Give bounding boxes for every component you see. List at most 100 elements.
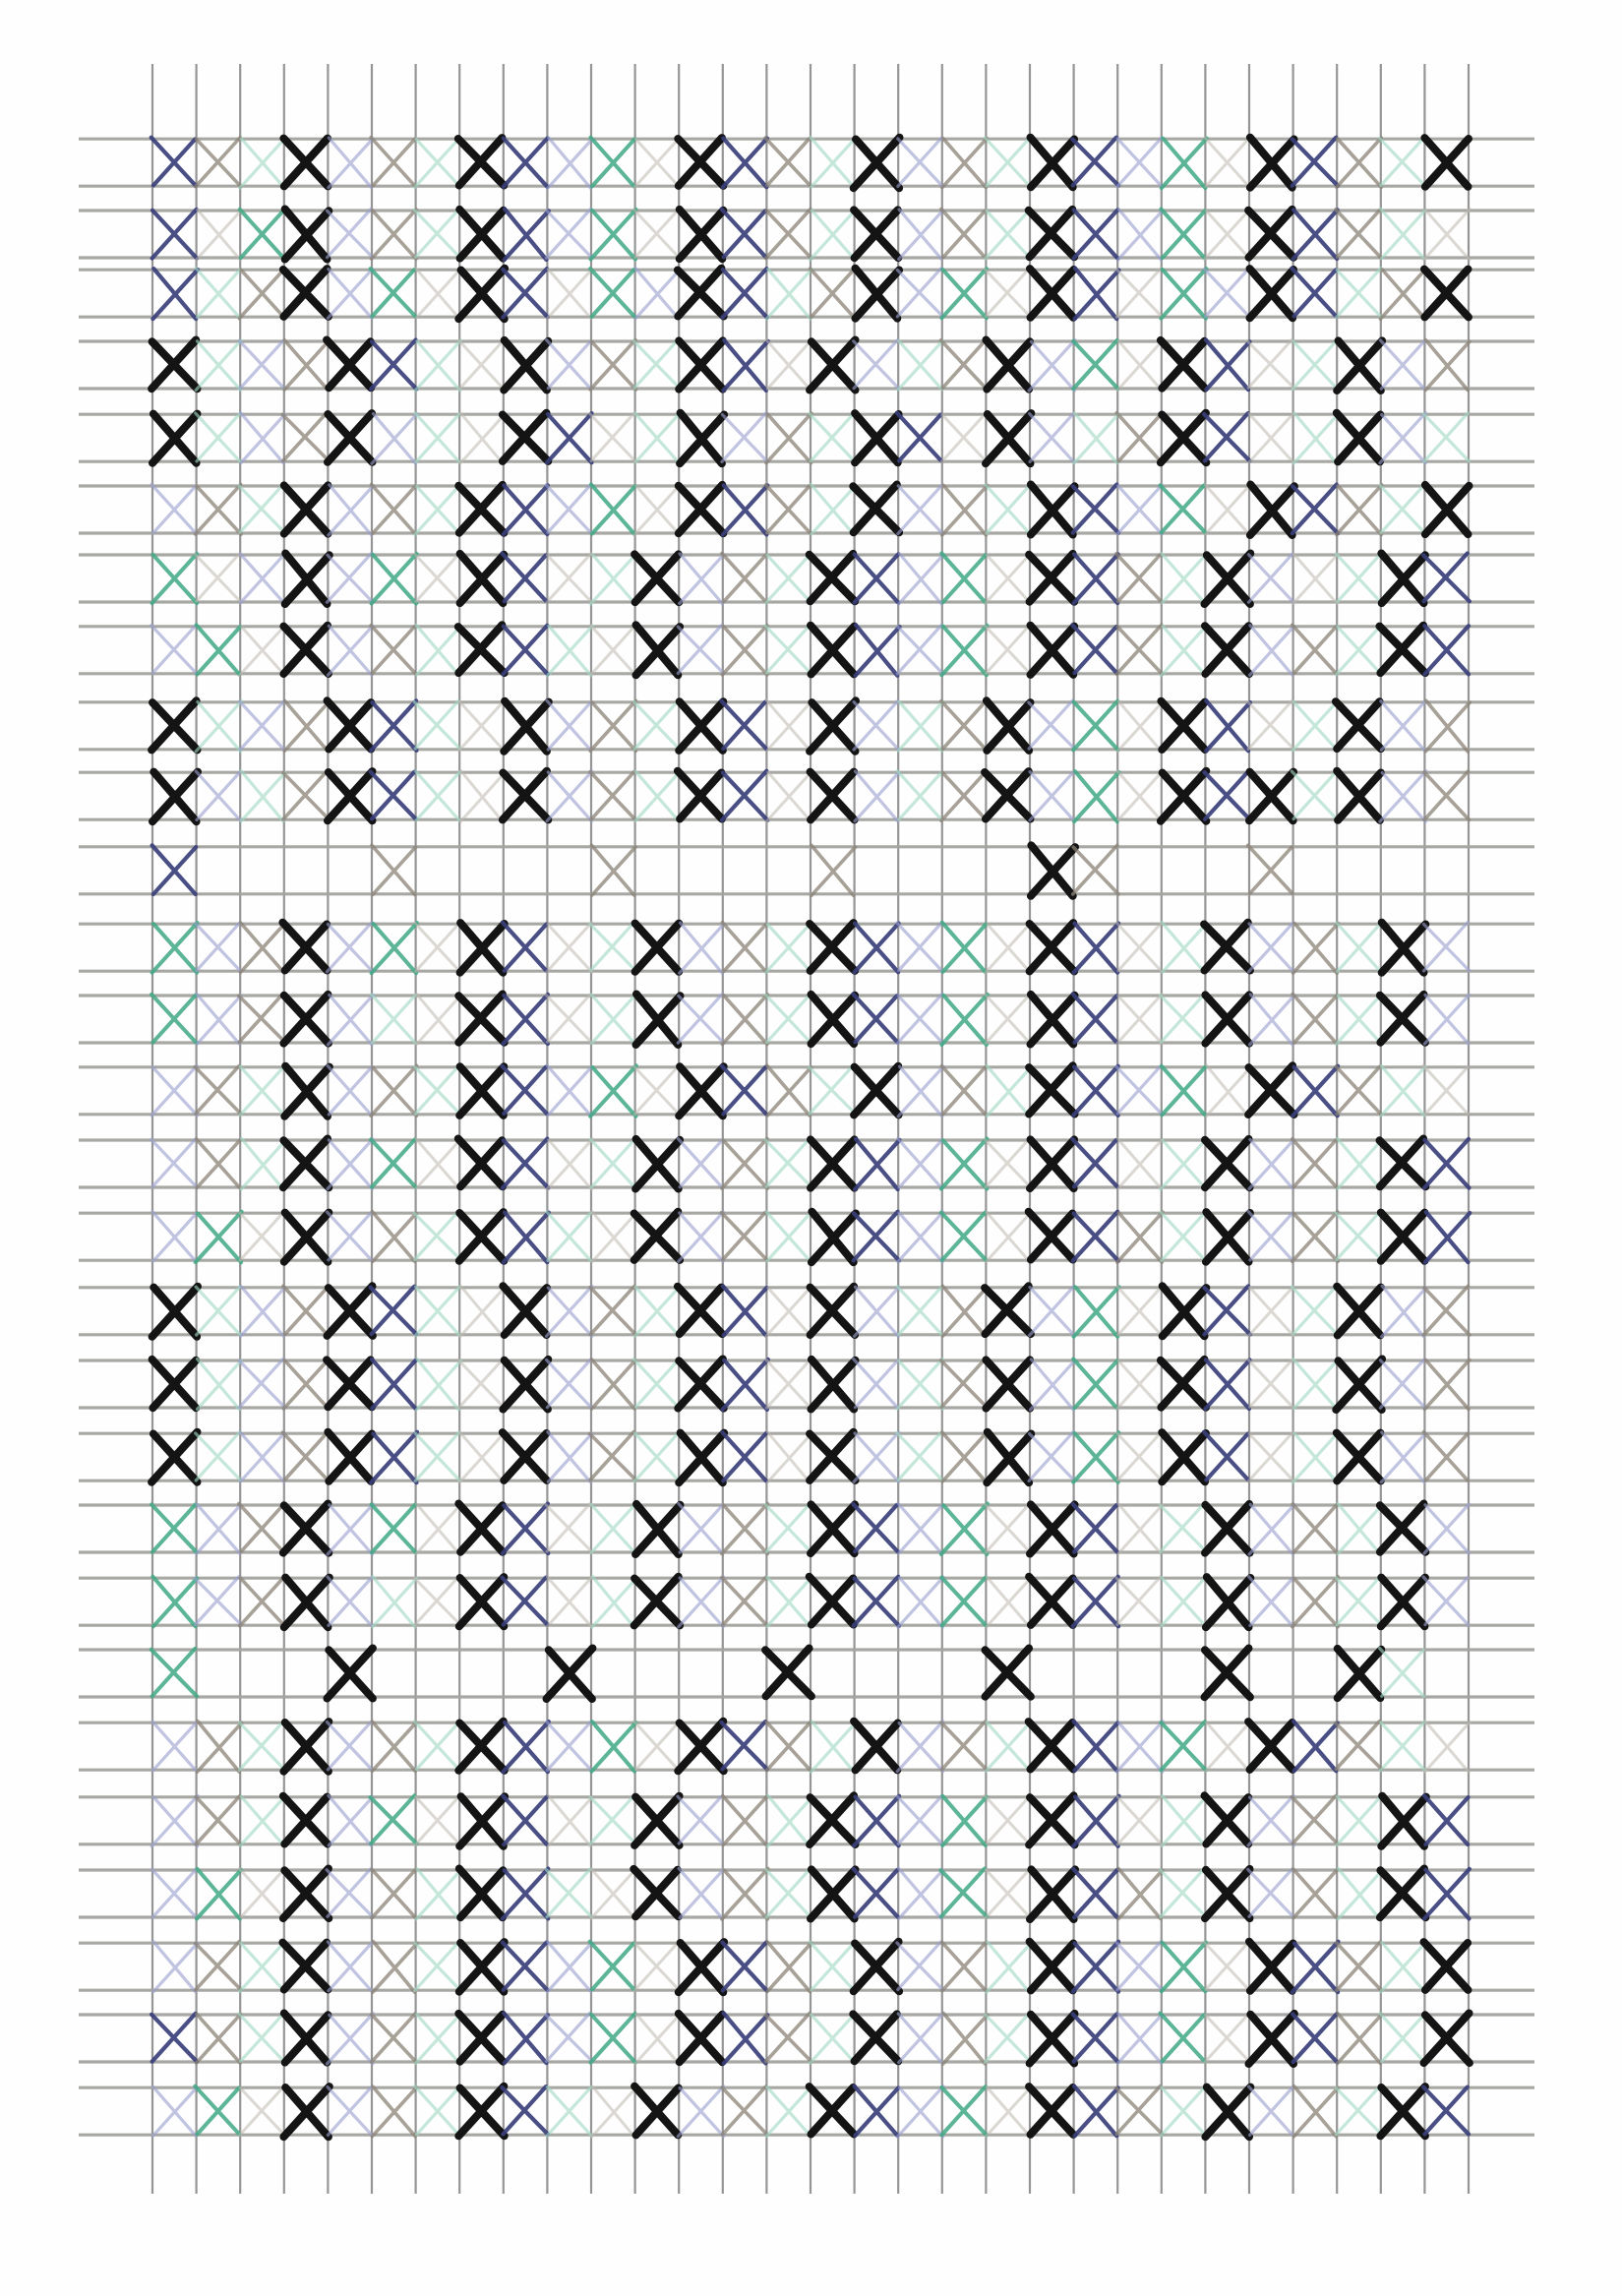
x-mark: [984, 483, 1032, 535]
x-mark: [454, 2082, 509, 2141]
x-mark: [458, 769, 507, 823]
x-mark: [1379, 207, 1426, 261]
x-mark: [853, 1285, 901, 1338]
x-mark: [940, 2011, 990, 2066]
x-mark: [500, 1501, 551, 1556]
x-mark: [720, 993, 770, 1047]
x-mark: [896, 1501, 944, 1555]
x-mark: [676, 623, 726, 676]
x-mark: [150, 267, 201, 322]
x-mark: [895, 1940, 944, 1992]
x-mark: [238, 921, 287, 975]
x-mark: [677, 1501, 724, 1554]
x-mark: [765, 1063, 813, 1118]
x-mark: [588, 552, 638, 606]
x-mark: [1332, 1355, 1387, 1414]
x-mark: [150, 207, 200, 261]
x-mark: [194, 267, 242, 319]
x-mark: [239, 411, 286, 464]
x-mark-layer: [148, 133, 1473, 2142]
x-mark: [1114, 921, 1163, 973]
x-mark: [807, 990, 860, 1049]
x-mark: [458, 1285, 507, 1339]
x-mark: [1247, 624, 1296, 677]
x-mark: [281, 1358, 330, 1411]
x-mark: [545, 2085, 593, 2138]
x-mark: [238, 136, 287, 190]
x-mark: [502, 2011, 550, 2066]
x-mark: [1200, 549, 1255, 608]
x-mark: [1201, 622, 1253, 678]
x-mark: [1200, 1791, 1253, 1848]
x-mark: [675, 1062, 728, 1120]
x-mark: [501, 1210, 551, 1265]
x-mark: [1114, 1064, 1164, 1116]
x-mark: [1291, 1867, 1339, 1920]
x-mark: [237, 1357, 287, 1410]
x-mark: [1375, 990, 1429, 1047]
x-mark: [323, 1356, 376, 1412]
x-mark: [237, 483, 286, 534]
x-mark: [851, 409, 903, 467]
x-mark: [326, 1940, 374, 1993]
x-mark: [810, 843, 858, 898]
x-mark: [1244, 2009, 1298, 2068]
x-mark: [981, 767, 1035, 823]
x-mark: [414, 623, 462, 677]
x-mark: [369, 2012, 418, 2064]
x-mark: [1026, 1865, 1079, 1923]
x-mark: [370, 1867, 418, 1920]
x-mark: [719, 1210, 769, 1262]
x-mark: [498, 1428, 551, 1484]
x-mark: [414, 1285, 461, 1337]
x-mark: [806, 1427, 860, 1484]
x-mark: [1201, 1208, 1254, 1266]
x-mark: [1291, 208, 1340, 262]
x-mark: [588, 337, 638, 392]
x-mark: [1246, 1575, 1294, 1627]
x-mark: [500, 1063, 549, 1117]
x-mark: [457, 338, 506, 391]
x-mark: [1160, 1794, 1208, 1847]
x-mark: [1114, 1431, 1164, 1482]
x-mark: [763, 551, 813, 605]
x-mark: [896, 1136, 943, 1189]
x-mark: [721, 2011, 770, 2066]
x-mark: [1115, 1794, 1164, 1846]
x-mark: [1203, 2012, 1252, 2065]
x-mark: [500, 1575, 550, 1627]
x-mark: [807, 1207, 860, 1267]
x-mark: [544, 207, 594, 260]
x-mark: [500, 920, 549, 973]
x-mark: [720, 1575, 769, 1627]
x-mark: [1115, 699, 1165, 754]
x-mark: [545, 1063, 593, 1117]
x-mark: [631, 550, 684, 607]
x-mark: [939, 267, 989, 321]
x-mark: [1027, 698, 1077, 751]
x-mark: [720, 1501, 770, 1556]
x-mark: [763, 207, 813, 261]
x-mark: [985, 1063, 1033, 1118]
x-mark: [1072, 2084, 1120, 2139]
x-mark: [939, 623, 990, 678]
x-mark: [982, 696, 1035, 755]
x-mark: [546, 136, 594, 190]
x-mark: [807, 1355, 860, 1414]
x-mark: [1290, 1939, 1341, 1995]
x-mark: [897, 552, 945, 606]
x-mark: [150, 1793, 200, 1848]
x-mark: [984, 552, 1033, 605]
x-mark: [1378, 411, 1427, 465]
x-mark: [1422, 993, 1472, 1046]
x-mark: [239, 769, 287, 823]
x-mark: [1422, 1502, 1472, 1555]
x-mark: [545, 921, 594, 974]
x-mark: [985, 1940, 1033, 1994]
x-mark: [896, 2012, 944, 2065]
x-mark: [765, 1940, 813, 1994]
x-mark: [323, 1644, 377, 1703]
x-mark: [1072, 411, 1120, 465]
x-mark: [237, 1867, 285, 1919]
x-mark: [1423, 337, 1472, 393]
